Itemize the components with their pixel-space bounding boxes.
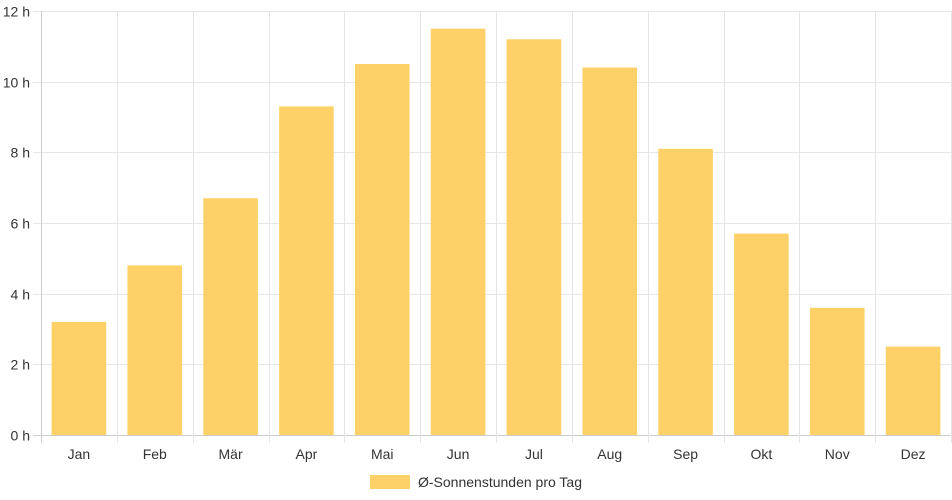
x-tick-label: Mär (219, 446, 243, 462)
bar-jun[interactable] (430, 28, 486, 436)
bar-dez[interactable] (885, 346, 941, 435)
bar-okt[interactable] (734, 233, 789, 435)
y-tick-label: 2 h (11, 357, 30, 373)
bar-mai[interactable] (354, 64, 410, 435)
x-tick-label: Dez (901, 446, 926, 462)
x-tick-label: Jul (525, 446, 543, 462)
x-tick-label: Okt (751, 446, 773, 462)
legend-label[interactable]: Ø-Sonnenstunden pro Tag (418, 474, 582, 490)
y-tick-label: 10 h (3, 75, 30, 91)
x-tick-label: Aug (597, 446, 622, 462)
y-tick-label: 6 h (11, 216, 30, 232)
x-tick-label: Jan (68, 446, 91, 462)
x-tick-label: Jun (447, 446, 470, 462)
bar-nov[interactable] (809, 307, 865, 435)
bar-feb[interactable] (127, 265, 183, 435)
legend[interactable]: Ø-Sonnenstunden pro Tag (0, 470, 952, 494)
y-axis-ticks: 0 h 2 h 4 h 6 h 8 h 10 h 12 h (3, 4, 30, 444)
x-tick-label: Sep (673, 446, 698, 462)
y-tick-label: 8 h (11, 145, 30, 161)
y-tick-label: 0 h (11, 428, 30, 444)
y-tick-label: 4 h (11, 287, 30, 303)
grid-lines (33, 11, 952, 443)
x-tick-label: Feb (143, 446, 167, 462)
x-tick-label: Mai (371, 446, 394, 462)
bar-apr[interactable] (279, 106, 334, 436)
bar-jan[interactable] (51, 321, 107, 435)
x-tick-label: Apr (296, 446, 318, 462)
y-tick-label: 12 h (3, 4, 30, 20)
bar-aug[interactable] (582, 67, 638, 436)
bar-mär[interactable] (203, 198, 258, 435)
bars (51, 28, 941, 436)
bar-sep[interactable] (658, 148, 713, 436)
x-tick-label: Nov (825, 446, 850, 462)
bar-jul[interactable] (506, 39, 562, 436)
x-axis-ticks: Jan Feb Mär Apr Mai Jun Jul Aug Sep Okt Nov Dez (68, 446, 926, 462)
legend-swatch[interactable] (370, 475, 410, 489)
chart-canvas: 0 h2 h4 h6 h8 h10 h12 h Jan Feb Mär Apr Mai J… (3, 4, 952, 462)
